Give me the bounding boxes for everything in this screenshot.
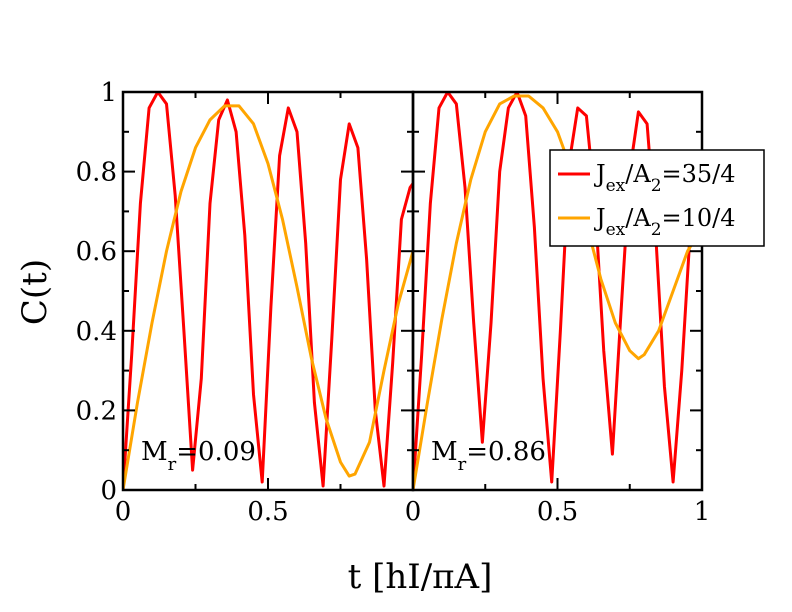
legend-label-2: Jex/A2=10/4	[593, 204, 736, 240]
y-tick-label: 0.6	[76, 237, 117, 267]
y-axis-title: C(t)	[15, 259, 55, 325]
panel-annotation: Mr=0.86	[431, 437, 546, 475]
x-tick-label: 0	[115, 497, 132, 527]
legend: Jex/A2=35/4 Jex/A2=10/4	[549, 149, 765, 247]
series-line-panel-1-2	[123, 104, 413, 490]
y-tick-label: 0.4	[76, 317, 117, 347]
legend-label-1: Jex/A2=35/4	[593, 160, 736, 196]
x-tick-label: 0	[405, 497, 422, 527]
panel-2: 0 0.5 1 Mr=0.86	[405, 90, 711, 527]
panel-1: 0 0.5 0 0.2 0.4 0.6 0.8 1 Mr=0.09	[76, 78, 415, 527]
x-tick-label: 0.5	[537, 497, 578, 527]
y-tick-label: 1	[100, 78, 117, 108]
x-tick-label: 1	[694, 497, 711, 527]
x-axis-title: t [hI/πA]	[348, 557, 493, 597]
panels-layer: 0 0.5 0 0.2 0.4 0.6 0.8 1 Mr=0.09 0 0.5 1 Mr=0.86	[76, 78, 711, 527]
y-tick-label: 0	[100, 476, 117, 506]
x-tick-label: 0.5	[247, 497, 288, 527]
legend-box	[549, 149, 765, 247]
panel-annotation: Mr=0.09	[141, 437, 256, 475]
series-line-panel-1-1	[123, 92, 413, 490]
y-tick-label: 0.2	[76, 396, 117, 426]
series-line-panel-2-1	[413, 92, 702, 490]
y-tick-label: 0.8	[76, 158, 117, 188]
